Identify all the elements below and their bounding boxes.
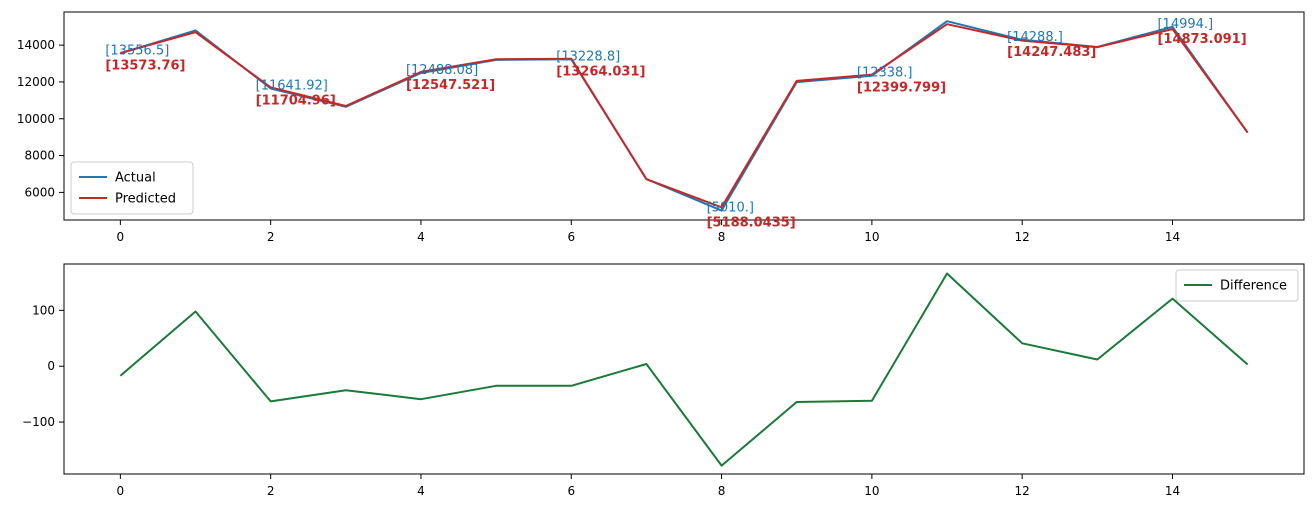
axes-frame — [63, 263, 1305, 475]
x-tick-label: 2 — [267, 484, 275, 498]
annotation-predicted: [13264.031] — [556, 64, 645, 79]
x-tick-label: 4 — [417, 484, 425, 498]
x-tick-label: 4 — [417, 230, 425, 244]
legend-label-predicted: Predicted — [115, 192, 176, 207]
y-tick-label: 10000 — [17, 112, 55, 126]
y-tick-label: 6000 — [24, 185, 55, 199]
annotation-actual: [13228.8] — [556, 49, 620, 64]
annotation-actual: [14288.] — [1007, 30, 1063, 45]
annotation-predicted: [13573.76] — [105, 58, 185, 73]
plot-area — [119, 272, 1249, 467]
annotation-predicted: [11704.96] — [256, 94, 336, 109]
x-tick-label: 12 — [1015, 230, 1030, 244]
series-line-difference — [119, 272, 1249, 467]
x-tick-label: 0 — [117, 230, 125, 244]
annotation-predicted: [12399.799] — [857, 81, 946, 96]
annotation-actual: [13556.5] — [105, 43, 169, 58]
annotation-actual: [11641.92] — [256, 79, 328, 94]
top-chart-panel: 0 2 4 6 8 10 12 14 6000 8000 10000 12000 14000 [13556… — [17, 11, 1305, 244]
x-tick-label: 6 — [567, 484, 575, 498]
y-tick-label: 12000 — [17, 75, 55, 89]
annotation-actual: [12488.08] — [406, 63, 478, 78]
y-tick-label: 14000 — [17, 38, 55, 52]
legend: Actual Predicted — [70, 161, 194, 215]
axes-frame — [63, 11, 1305, 221]
bottom-chart-panel: 0 2 4 6 8 10 12 14 −100 0 100 Difference — [22, 263, 1305, 498]
x-tick-label: 8 — [718, 484, 726, 498]
x-tick-label: 6 — [567, 230, 575, 244]
x-tick-label: 8 — [718, 230, 726, 244]
y-tick-label: 100 — [32, 303, 55, 317]
x-tick-label: 10 — [864, 484, 879, 498]
annotation-actual: [12338.] — [857, 66, 913, 81]
legend-frame — [70, 161, 194, 215]
annotation-actual: [14994.] — [1157, 17, 1213, 32]
x-tick-label: 0 — [117, 484, 125, 498]
annotation-predicted: [12547.521] — [406, 78, 495, 93]
annotation-predicted: [5188.0435] — [707, 216, 796, 231]
y-tick-label: 8000 — [24, 149, 55, 163]
plot-area — [120, 20, 1249, 212]
y-tick-label: 0 — [47, 359, 55, 373]
x-tick-label: 10 — [864, 230, 879, 244]
annotation-actual: [5010.] — [707, 201, 754, 216]
y-tick-label: −100 — [22, 415, 55, 429]
x-tick-label: 14 — [1165, 230, 1180, 244]
x-tick-label: 2 — [267, 230, 275, 244]
legend-label-difference: Difference — [1220, 279, 1287, 294]
series-line-predicted — [120, 23, 1249, 209]
legend: Difference — [1175, 269, 1299, 302]
x-tick-label: 14 — [1165, 484, 1180, 498]
legend-label-actual: Actual — [115, 171, 156, 186]
annotation-predicted: [14873.091] — [1157, 32, 1246, 47]
legend-frame — [1175, 269, 1299, 302]
annotation-predicted: [14247.483] — [1007, 45, 1096, 60]
x-tick-label: 12 — [1015, 484, 1030, 498]
